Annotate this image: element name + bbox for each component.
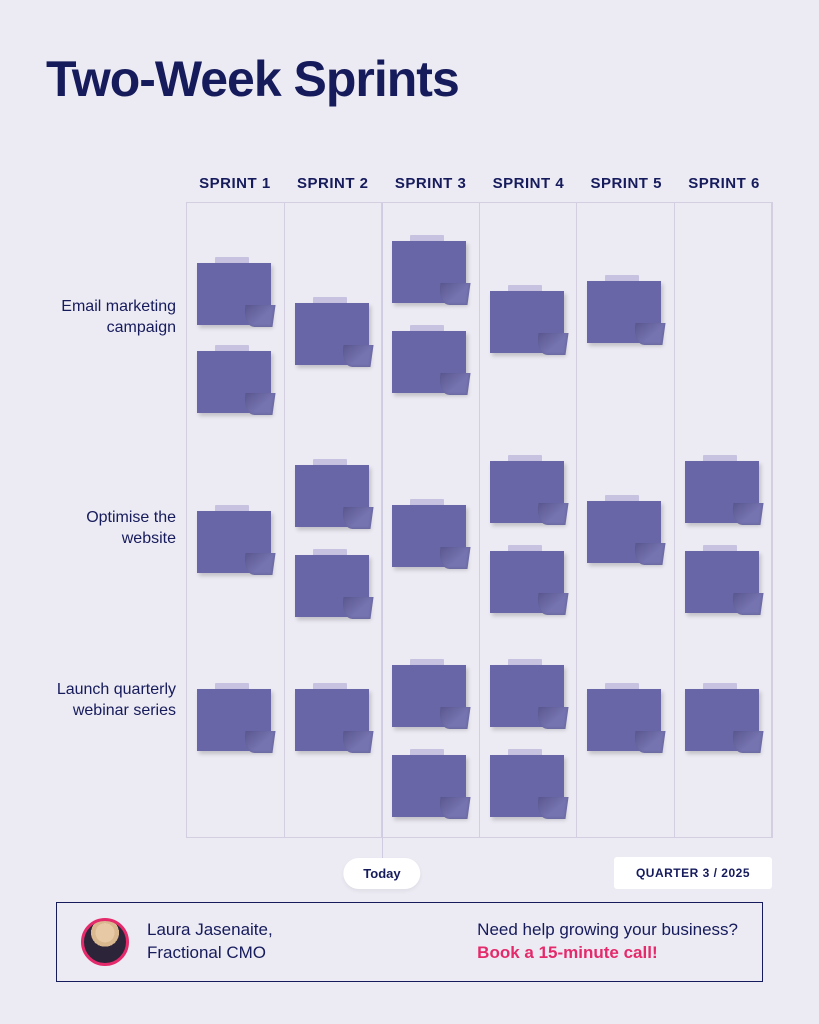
sprint-header-3: SPRINT 3 (382, 175, 480, 202)
sticky-note[interactable] (295, 303, 369, 373)
person-block: Laura Jasenaite, Fractional CMO (147, 919, 273, 965)
today-pill: Today (343, 858, 420, 889)
sticky-note[interactable] (685, 551, 759, 621)
today-line (382, 203, 383, 877)
sticky-note[interactable] (490, 665, 564, 735)
sticky-note[interactable] (490, 551, 564, 621)
sprint-headers-row: SPRINT 1SPRINT 2SPRINT 3SPRINT 4SPRINT 5… (186, 175, 773, 202)
sticky-note[interactable] (392, 755, 466, 825)
sprint-board: SPRINT 1SPRINT 2SPRINT 3SPRINT 4SPRINT 5… (46, 175, 773, 838)
sticky-note[interactable] (587, 501, 661, 571)
sprint-column-4 (480, 203, 578, 837)
sticky-note[interactable] (490, 461, 564, 531)
sprint-column-5 (577, 203, 675, 837)
cta-book-link[interactable]: Book a 15-minute call! (477, 942, 738, 965)
row-label-1: Email marketing campaign (46, 297, 176, 339)
sticky-note[interactable] (685, 461, 759, 531)
sticky-note[interactable] (295, 689, 369, 759)
sprint-header-5: SPRINT 5 (577, 175, 675, 202)
sticky-note[interactable] (295, 465, 369, 535)
sticky-note[interactable] (197, 351, 271, 421)
sticky-note[interactable] (392, 331, 466, 401)
cta-text: Need help growing your business? Book a … (477, 919, 738, 965)
sticky-note[interactable] (392, 241, 466, 311)
sprint-column-1 (187, 203, 285, 837)
person-name: Laura Jasenaite, (147, 919, 273, 942)
sticky-note[interactable] (197, 511, 271, 581)
sticky-note[interactable] (685, 689, 759, 759)
sticky-note[interactable] (490, 291, 564, 361)
person-role: Fractional CMO (147, 942, 273, 965)
sticky-note[interactable] (587, 281, 661, 351)
sticky-note[interactable] (490, 755, 564, 825)
sticky-note[interactable] (392, 665, 466, 735)
sprint-grid: TodayQUARTER 3 / 2025 (186, 202, 773, 838)
sprint-column-2 (285, 203, 383, 837)
sticky-note[interactable] (197, 263, 271, 333)
sprint-column-3 (382, 203, 480, 837)
row-label-2: Optimise the website (46, 508, 176, 550)
sprint-column-6 (675, 203, 773, 837)
sticky-note[interactable] (295, 555, 369, 625)
sprint-header-2: SPRINT 2 (284, 175, 382, 202)
cta-banner: Laura Jasenaite, Fractional CMO Need hel… (56, 902, 763, 982)
sprint-header-4: SPRINT 4 (479, 175, 577, 202)
page-title: Two-Week Sprints (0, 0, 819, 108)
row-label-3: Launch quarterly webinar series (46, 680, 176, 722)
row-labels: Email marketing campaign Optimise the web… (46, 202, 186, 838)
sticky-note[interactable] (587, 689, 661, 759)
sprint-header-6: SPRINT 6 (675, 175, 773, 202)
sticky-note[interactable] (392, 505, 466, 575)
sticky-note[interactable] (197, 689, 271, 759)
quarter-pill: QUARTER 3 / 2025 (614, 857, 772, 889)
avatar (81, 918, 129, 966)
cta-question: Need help growing your business? (477, 919, 738, 942)
sprint-header-1: SPRINT 1 (186, 175, 284, 202)
